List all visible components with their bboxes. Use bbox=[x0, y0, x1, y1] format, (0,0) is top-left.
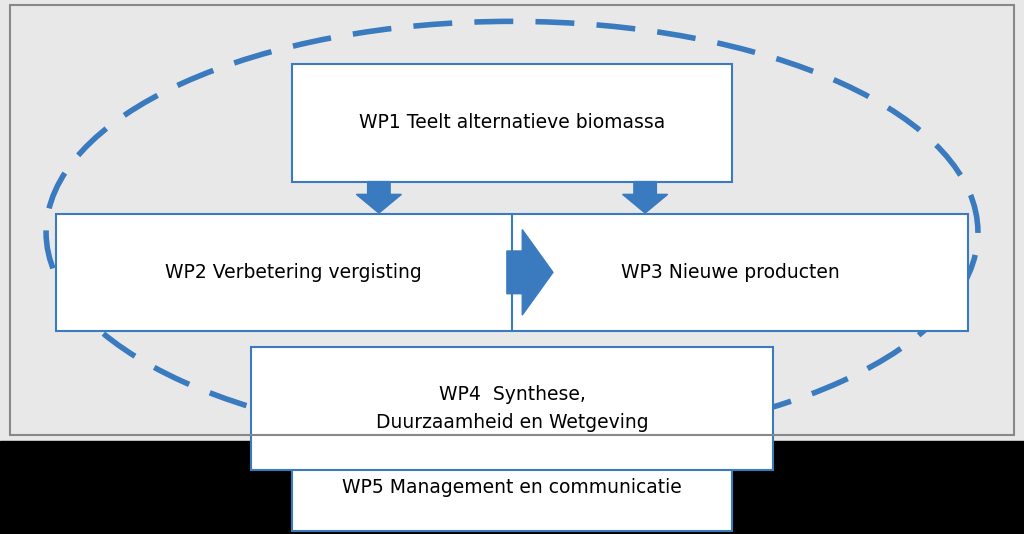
Polygon shape bbox=[356, 182, 401, 213]
FancyBboxPatch shape bbox=[251, 347, 773, 470]
Bar bbox=[0, 441, 1024, 534]
Text: WP2 Verbetering vergisting: WP2 Verbetering vergisting bbox=[165, 263, 422, 282]
FancyBboxPatch shape bbox=[56, 214, 968, 331]
Text: WP4  Synthese,
Duurzaamheid en Wetgeving: WP4 Synthese, Duurzaamheid en Wetgeving bbox=[376, 385, 648, 432]
Text: WP1 Teelt alternatieve biomassa: WP1 Teelt alternatieve biomassa bbox=[358, 113, 666, 132]
Bar bbox=[10, 5, 1014, 435]
FancyBboxPatch shape bbox=[292, 443, 732, 531]
Polygon shape bbox=[623, 182, 668, 213]
Polygon shape bbox=[507, 230, 553, 315]
FancyBboxPatch shape bbox=[292, 64, 732, 182]
Text: WP5 Management en communicatie: WP5 Management en communicatie bbox=[342, 478, 682, 497]
Text: WP3 Nieuwe producten: WP3 Nieuwe producten bbox=[622, 263, 840, 282]
